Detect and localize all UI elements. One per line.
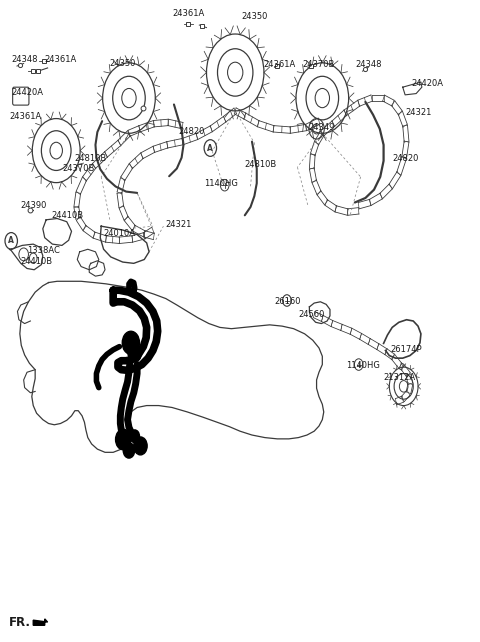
Text: 24321: 24321 xyxy=(166,220,192,229)
Text: 24410B: 24410B xyxy=(51,211,83,220)
Text: 1140HG: 1140HG xyxy=(346,361,380,370)
Text: 24361A: 24361A xyxy=(9,112,42,121)
Text: 24810B: 24810B xyxy=(245,160,277,169)
Text: 24370B: 24370B xyxy=(62,164,95,173)
Text: 26174P: 26174P xyxy=(391,345,422,354)
Text: 24361A: 24361A xyxy=(172,9,204,18)
Text: 24348: 24348 xyxy=(11,55,38,64)
Text: A: A xyxy=(207,144,213,153)
Text: 24361A: 24361A xyxy=(263,60,295,69)
FancyBboxPatch shape xyxy=(12,87,29,105)
Polygon shape xyxy=(20,281,324,453)
Text: 1338AC: 1338AC xyxy=(27,246,60,255)
Circle shape xyxy=(128,344,142,362)
Text: 24361A: 24361A xyxy=(45,55,77,64)
Polygon shape xyxy=(33,619,48,625)
Text: 24390: 24390 xyxy=(21,201,47,210)
Text: 24560: 24560 xyxy=(299,310,325,319)
Circle shape xyxy=(116,429,131,450)
Circle shape xyxy=(123,443,135,458)
Text: A: A xyxy=(8,236,14,245)
Text: 24350: 24350 xyxy=(110,59,136,68)
Text: 26160: 26160 xyxy=(275,297,301,306)
Text: 21312A: 21312A xyxy=(384,373,416,382)
Text: 24010A: 24010A xyxy=(104,229,135,238)
Text: FR.: FR. xyxy=(9,616,31,629)
Text: 24410B: 24410B xyxy=(21,257,53,266)
Text: 24810B: 24810B xyxy=(75,154,107,163)
Polygon shape xyxy=(403,82,422,95)
Text: 24349: 24349 xyxy=(308,123,335,132)
Text: 24348: 24348 xyxy=(356,60,383,69)
Text: 24820: 24820 xyxy=(392,154,419,163)
Text: 24420A: 24420A xyxy=(411,80,444,89)
Text: 24370B: 24370B xyxy=(302,60,335,69)
Text: 24420A: 24420A xyxy=(11,89,43,98)
Text: 24350: 24350 xyxy=(241,12,267,21)
Text: 24321: 24321 xyxy=(405,108,432,117)
Circle shape xyxy=(134,437,147,455)
Text: 24820: 24820 xyxy=(179,127,205,136)
Text: 1140HG: 1140HG xyxy=(204,179,238,188)
Circle shape xyxy=(130,430,140,443)
Circle shape xyxy=(122,331,140,354)
